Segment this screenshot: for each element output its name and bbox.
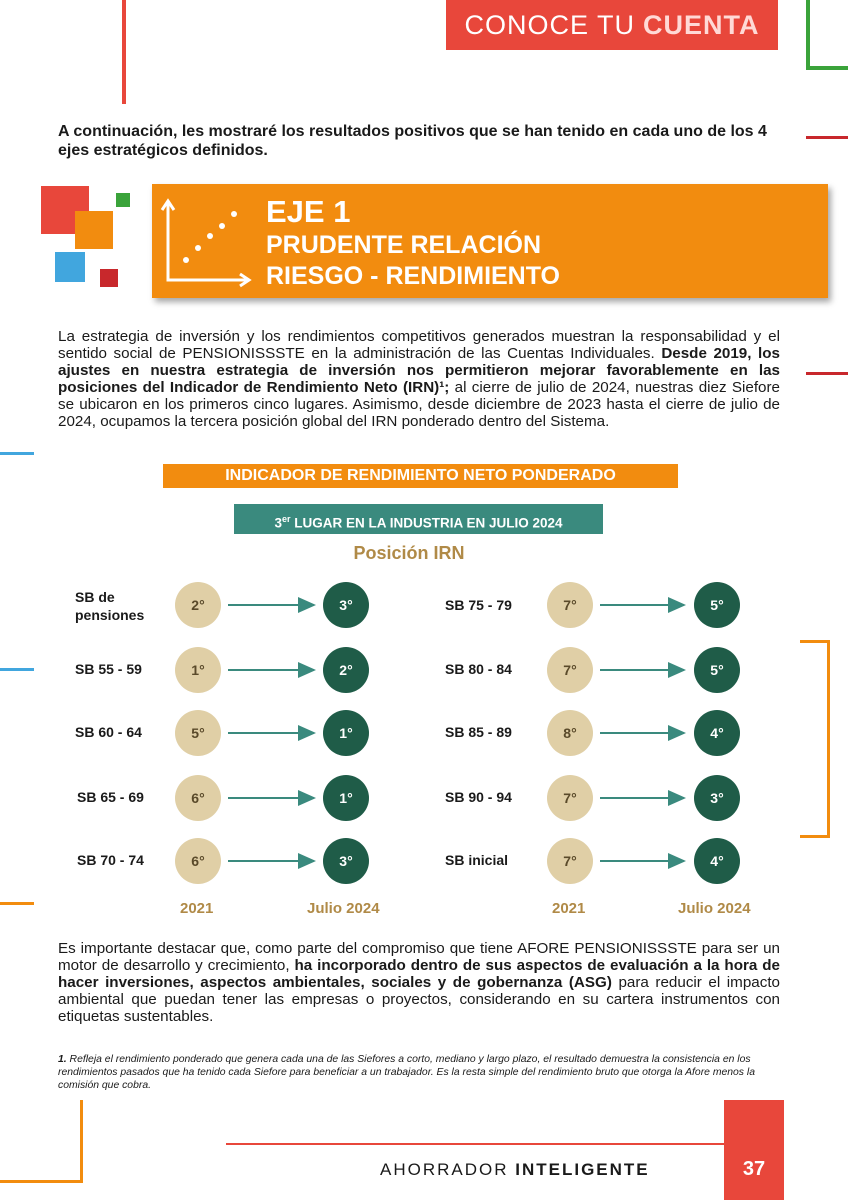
decor-line-red-footer: [226, 1143, 726, 1145]
eje-title: EJE 1: [266, 194, 351, 229]
section-header: CONOCE TU CUENTA: [446, 0, 778, 50]
position-2024: 5°: [694, 647, 740, 693]
position-2024: 3°: [323, 838, 369, 884]
decor-line-orange-left: [0, 902, 34, 905]
footer-bold: INTELIGENTE: [515, 1160, 650, 1179]
page-number: 37: [742, 1158, 766, 1180]
ranking-bar: 3er LUGAR EN LA INDUSTRIA EN JULIO 2024: [234, 504, 603, 534]
position-2021: 2°: [175, 582, 221, 628]
position-2024: 3°: [694, 775, 740, 821]
decor-line-red-top: [122, 0, 126, 104]
paragraph-strategy: La estrategia de inversión y los rendimi…: [58, 328, 780, 430]
row-label: SB 70 - 74: [77, 852, 144, 868]
position-2021: 6°: [175, 838, 221, 884]
position-2021: 1°: [175, 647, 221, 693]
position-2024: 1°: [323, 775, 369, 821]
footnote-text: Refleja el rendimiento ponderado que gen…: [58, 1054, 755, 1091]
header-title-light: CONOCE TU: [464, 9, 635, 40]
decor-line-red-right1: [806, 136, 848, 139]
arrow-icon: [228, 853, 316, 869]
position-2021: 7°: [547, 582, 593, 628]
row-label: SB de pensiones: [75, 589, 145, 623]
footnote: 1. Refleja el rendimiento ponderado que …: [58, 1053, 782, 1092]
paragraph1-part1: La estrategia de inversión y los rendimi…: [58, 328, 780, 362]
paragraph1-bold: Desde 2019, los ajustes en nuestra estra…: [58, 345, 780, 396]
row-label: SB 90 - 94: [445, 789, 512, 805]
decor-line-orange-bracket-v: [827, 640, 830, 838]
paragraph-asg: Es importante destacar que, como parte d…: [58, 940, 780, 1025]
row-label: SB 85 - 89: [445, 724, 512, 740]
arrow-icon: [600, 725, 686, 741]
position-2024: 5°: [694, 582, 740, 628]
decor-line-orange-bracket-bottom: [800, 835, 830, 838]
decor-line-orange-bottom-h: [0, 1180, 83, 1183]
decor-square-darkred: [100, 269, 118, 287]
row-label: SB 80 - 84: [445, 661, 512, 677]
position-2021: 5°: [175, 710, 221, 756]
position-2021: 7°: [547, 647, 593, 693]
page-number-box: [724, 1100, 784, 1200]
decor-line-orange-bottom-v: [80, 1100, 83, 1182]
paragraph2-bold: ha incorporado dentro de sus aspectos de…: [58, 957, 780, 991]
row-label: SB 75 - 79: [445, 597, 512, 613]
decor-square-blue: [55, 252, 85, 282]
paragraph2-part1: Es importante destacar que, como parte d…: [58, 940, 780, 974]
header-title-bold: CUENTA: [643, 9, 760, 40]
position-2021: 6°: [175, 775, 221, 821]
intro-text: A continuación, les mostraré los resulta…: [58, 123, 767, 159]
arrow-icon: [228, 725, 316, 741]
paragraph2-part2: para reducir el impacto ambiental que pu…: [58, 974, 780, 1025]
growth-chart-icon: [160, 198, 252, 288]
ranking-text: LUGAR EN LA INDUSTRIA EN JULIO 2024: [290, 515, 563, 531]
position-2021: 7°: [547, 838, 593, 884]
ranking-num: 3: [274, 515, 282, 531]
arrow-icon: [228, 662, 316, 678]
position-2024: 3°: [323, 582, 369, 628]
decor-square-orange: [75, 211, 113, 249]
decor-line-blue-left2: [0, 668, 34, 671]
footer-brand: AHORRADOR INTELIGENTE: [380, 1160, 650, 1180]
ranking-sup: er: [281, 514, 291, 524]
row-label: SB 65 - 69: [77, 789, 144, 805]
arrow-icon: [600, 662, 686, 678]
eje-subtitle-2: RIESGO - RENDIMIENTO: [266, 262, 561, 290]
position-title: Posición IRN: [353, 543, 465, 563]
footer-light: AHORRADOR: [380, 1160, 516, 1179]
decor-square-green: [116, 193, 130, 207]
row-label: SB inicial: [445, 852, 509, 868]
arrow-icon: [600, 853, 686, 869]
decor-line-green-h: [806, 66, 848, 70]
arrow-icon: [228, 790, 316, 806]
row-label: SB 60 - 64: [75, 724, 142, 740]
year-label-2021: 2021: [180, 900, 214, 917]
decor-line-orange-bracket-top: [800, 640, 830, 643]
position-2024: 2°: [323, 647, 369, 693]
irn-title-bar: INDICADOR DE RENDIMIENTO NETO PONDERADO: [163, 464, 678, 488]
paragraph1-part2: al cierre de julio de 2024, nuestras die…: [58, 379, 780, 430]
footnote-number: 1.: [58, 1054, 67, 1065]
position-2024: 4°: [694, 710, 740, 756]
position-2021: 7°: [547, 775, 593, 821]
eje-banner: [152, 184, 828, 298]
arrow-icon: [600, 790, 686, 806]
year-label-2024: Julio 2024: [307, 900, 380, 917]
position-2021: 8°: [547, 710, 593, 756]
arrow-icon: [600, 597, 686, 613]
eje-subtitle-1: PRUDENTE RELACIÓN: [266, 231, 542, 259]
decor-line-green-top: [806, 0, 810, 70]
decor-line-red-right2: [806, 372, 848, 375]
position-2024: 4°: [694, 838, 740, 884]
decor-line-blue-left1: [0, 452, 34, 455]
year-label-2024: Julio 2024: [678, 900, 751, 917]
position-2024: 1°: [323, 710, 369, 756]
year-label-2021: 2021: [552, 900, 586, 917]
row-label: SB 55 - 59: [75, 661, 142, 677]
arrow-icon: [228, 597, 316, 613]
